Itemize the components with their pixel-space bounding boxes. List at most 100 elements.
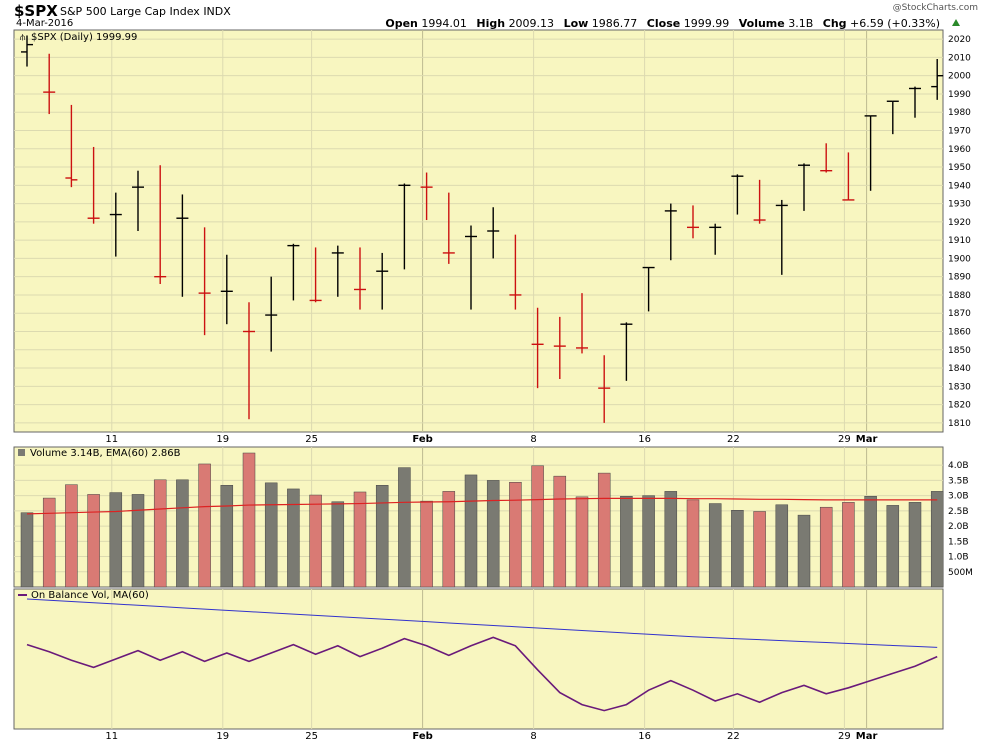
obv-x-tick-label: Mar — [856, 731, 878, 742]
volume-y-tick-label: 2.0B — [948, 522, 969, 532]
ohlc-bar — [864, 115, 877, 191]
price-panel-title: $SPX (Daily) 1999.99 — [31, 32, 137, 43]
volume-bar — [87, 494, 100, 588]
volume-y-tick-label: 1.0B — [948, 553, 969, 563]
ohlc-bar — [198, 227, 211, 336]
volume-bar — [442, 491, 456, 588]
volume-bar — [509, 481, 522, 588]
volume-bar — [819, 506, 833, 588]
ohlc-bar — [220, 254, 233, 325]
volume-bar — [531, 465, 544, 588]
low-value: 1986.77 — [591, 17, 638, 30]
ohlc-bar — [309, 247, 322, 303]
obv-x-tick-label: 16 — [638, 731, 651, 742]
volume-bar — [886, 505, 900, 588]
ohlc-bar — [531, 307, 544, 389]
price-y-tick-label: 1810 — [948, 419, 971, 429]
low-label: Low — [563, 17, 589, 30]
volume-bars — [20, 452, 944, 588]
ohlc-bar — [709, 223, 722, 255]
ohlc-bar — [598, 355, 611, 423]
ohlc-bar — [931, 58, 944, 100]
close-label: Close — [646, 17, 681, 30]
high-label: High — [476, 17, 506, 30]
obv-x-tick-label: 22 — [727, 731, 740, 742]
obv-x-tick-label: Feb — [412, 731, 432, 742]
volume-y-tick-label: 4.0B — [948, 461, 969, 471]
price-y-tick-label: 2010 — [948, 53, 971, 63]
obv-x-tick-label: 29 — [838, 731, 851, 742]
volume-bar — [220, 485, 234, 588]
ohlc-bar — [420, 172, 433, 221]
ohlc-bar — [664, 203, 677, 261]
price-y-tick-label: 1870 — [948, 309, 971, 319]
volume-bar — [708, 503, 722, 588]
volume-y-tick-label: 3.0B — [948, 492, 969, 502]
volume-bar — [42, 497, 56, 588]
price-x-tick-label: 8 — [530, 434, 536, 445]
ohlc-bar — [265, 276, 278, 352]
price-y-tick-label: 1880 — [948, 291, 971, 301]
ohlc-bar — [798, 163, 810, 211]
volume-bar — [930, 491, 944, 588]
volume-bar — [486, 480, 500, 588]
chart-header: $SPX S&P 500 Large Cap Index INDX 4-Mar-… — [4, 0, 986, 30]
price-y-tick-label: 1980 — [948, 108, 971, 118]
price-y-tick-label: 2000 — [948, 72, 971, 82]
close-value: 1999.99 — [683, 17, 730, 30]
price-y-tick-label: 1930 — [948, 200, 971, 210]
volume-bar — [176, 479, 189, 588]
ohlc-bar — [331, 245, 344, 297]
volume-bar — [375, 485, 389, 588]
chart-date: 4-Mar-2016 — [16, 18, 74, 29]
volume-bar — [198, 463, 211, 588]
volume-bar — [353, 491, 367, 588]
volume-bar — [131, 494, 145, 588]
price-y-tick-label: 1830 — [948, 382, 971, 392]
price-x-tick-label: 29 — [838, 434, 851, 445]
ohlc-bar — [842, 152, 855, 201]
ohlc-bar — [775, 199, 788, 275]
volume-ema-line — [26, 497, 938, 515]
volume-bar — [753, 511, 766, 588]
volume-y-tick-label: 500M — [948, 568, 973, 578]
price-x-tick-label: 19 — [216, 434, 229, 445]
volume-bar — [20, 512, 34, 588]
price-legend-icon: ⫛ — [20, 33, 26, 43]
price-bars — [21, 35, 944, 423]
obv-x-tick-label: 25 — [305, 731, 318, 742]
volume-bar — [686, 499, 700, 588]
ohlc-bar — [132, 170, 144, 231]
volume-bar — [464, 474, 478, 588]
volume-bar — [864, 495, 877, 588]
volume-bar — [797, 514, 811, 588]
ohlc-bar — [376, 252, 389, 310]
volume-bar — [597, 472, 611, 588]
volume-label: Volume — [738, 17, 785, 30]
ohlc-bar — [509, 234, 522, 310]
ohlc-bar — [65, 104, 78, 188]
ohlc-bar — [553, 316, 566, 380]
price-y-tick-label: 1860 — [948, 328, 971, 338]
panel-legends: ⫛ $SPX (Daily) 1999.99 Volume 3.14B, EMA… — [18, 32, 181, 601]
chg-label: Chg — [822, 17, 847, 30]
price-y-tick-label: 1920 — [948, 218, 971, 228]
brand-watermark: @StockCharts.com — [892, 3, 978, 13]
volume-bar — [309, 494, 322, 588]
volume-bar — [65, 484, 78, 588]
price-y-tick-label: 1850 — [948, 346, 971, 356]
panel-backgrounds — [13, 29, 944, 730]
obv-x-tick-label: 19 — [216, 731, 229, 742]
ohlc-bar — [176, 194, 189, 297]
volume-bar — [331, 501, 345, 588]
obv-line — [26, 636, 938, 712]
volume-bar — [731, 510, 744, 588]
indicator-lines — [26, 497, 938, 712]
ohlc-bar — [287, 243, 300, 301]
up-arrow-icon — [952, 19, 960, 26]
index-fullname: S&P 500 Large Cap Index — [60, 5, 200, 18]
volume-value: 3.1B — [788, 17, 814, 30]
ohlc-bar — [21, 35, 33, 67]
volume-bar — [553, 475, 567, 588]
